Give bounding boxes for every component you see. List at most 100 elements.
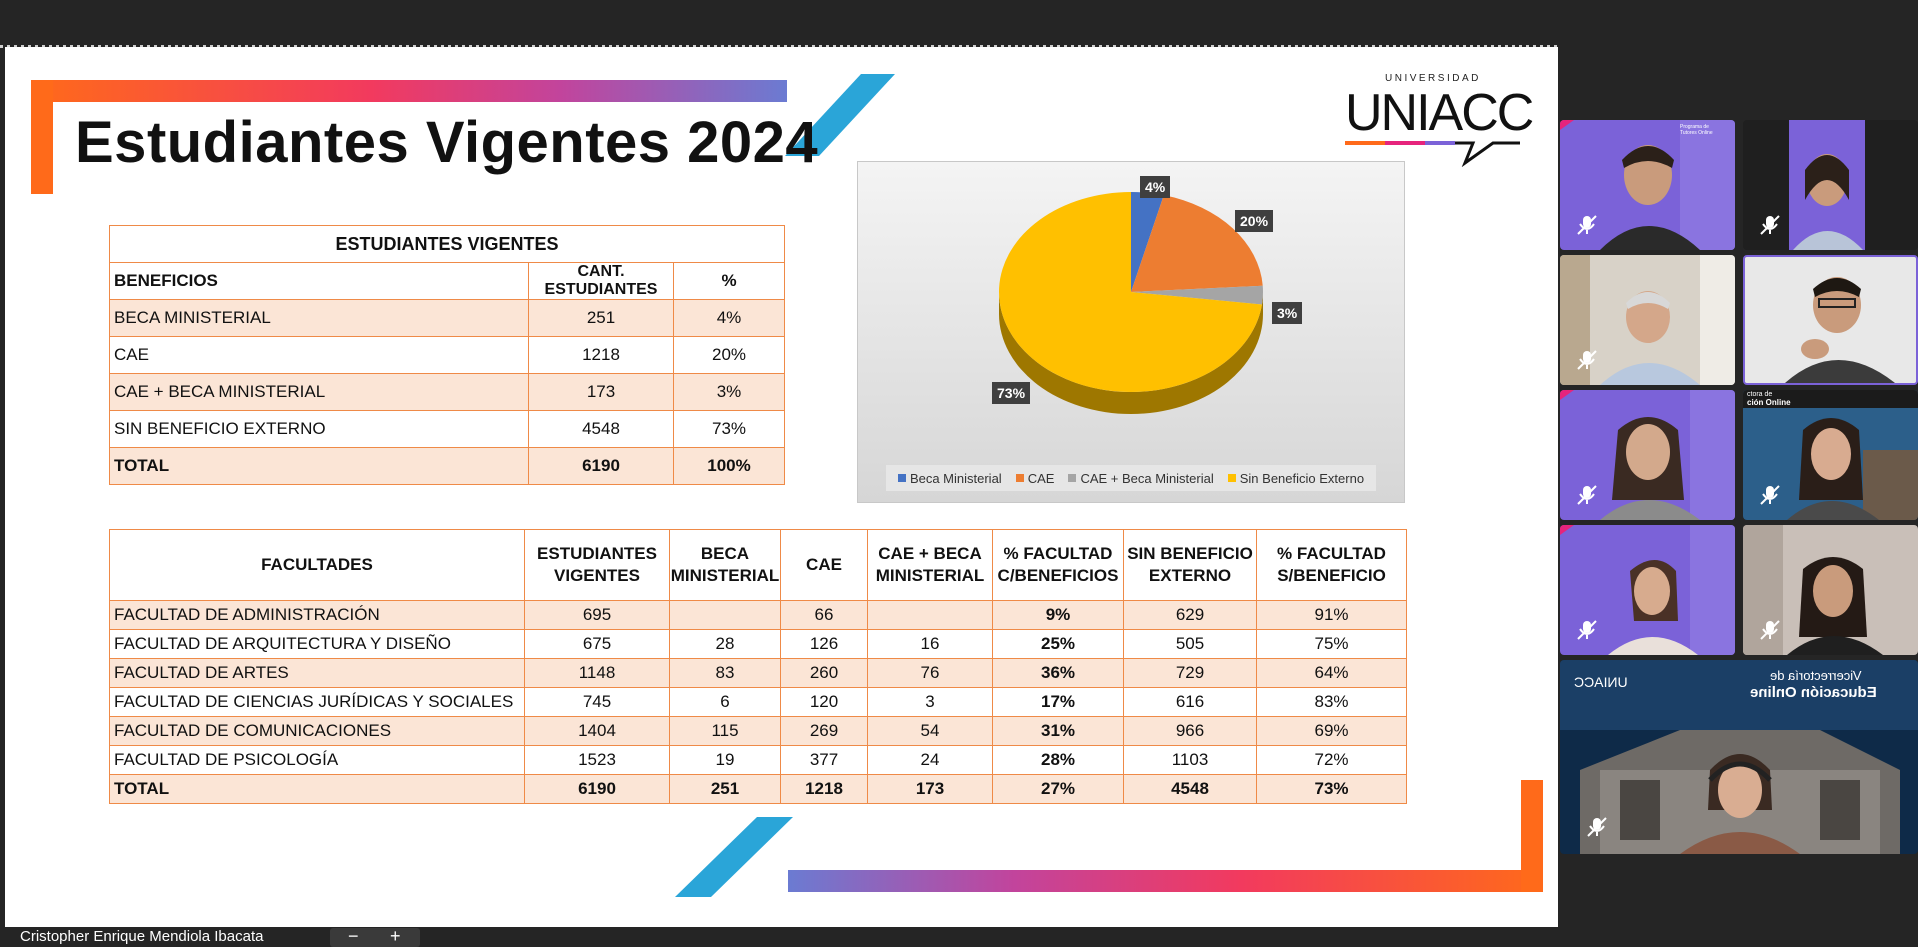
table-cell: CAE + BECA MINISTERIAL — [109, 373, 529, 411]
table-cell: 27% — [992, 774, 1124, 804]
table-cell: 83 — [669, 658, 781, 688]
table-cell: 115 — [669, 716, 781, 746]
mic-muted-icon — [1577, 485, 1597, 505]
mic-muted-icon — [1577, 350, 1597, 370]
participant-video-icon — [1560, 525, 1735, 655]
table-cell: 36% — [992, 658, 1124, 688]
banner-logo-text: UNIACC — [1574, 674, 1628, 690]
legend-label: CAE — [1027, 470, 1055, 486]
table-cell: 173 — [528, 373, 674, 411]
table-cell: 28% — [992, 745, 1124, 775]
table-cell: 100% — [673, 447, 785, 485]
participant-video-icon — [1560, 120, 1735, 250]
participant-video-icon — [1785, 277, 1895, 383]
pie-slice — [1131, 195, 1263, 292]
table-cell: 76 — [867, 658, 993, 688]
legend-swatch-icon — [897, 474, 906, 482]
summary-header-percent: % — [673, 262, 785, 300]
table-cell: 966 — [1123, 716, 1257, 746]
chart-legend: Beca Ministerial CAE CAE + Beca Minister… — [886, 465, 1376, 491]
participant-video-icon — [1743, 525, 1883, 655]
mic-muted-icon — [1760, 215, 1780, 235]
presenter-name-label: Cristopher Enrique Mendiola Ibacata — [20, 928, 264, 945]
table-cell: 20% — [673, 336, 785, 374]
top-diagonal-stripe — [785, 74, 895, 156]
table-cell: 1103 — [1123, 745, 1257, 775]
bottom-gradient-bar — [788, 870, 1543, 892]
data-label-cae-beca: 3% — [1272, 302, 1303, 324]
table-cell: 377 — [780, 745, 868, 775]
participant-tile[interactable] — [1560, 390, 1735, 520]
uniacc-logo: UNIVERSIDAD UNIACC — [1345, 69, 1534, 169]
table-cell: FACULTAD DE ADMINISTRACIÓN — [109, 600, 525, 630]
table-cell: 72% — [1256, 745, 1407, 775]
faculty-table: FACULTADES ESTUDIANTES VIGENTES BECA MIN… — [109, 529, 1407, 804]
table-cell: 6190 — [524, 774, 670, 804]
table-cell: 729 — [1123, 658, 1257, 688]
mic-muted-icon — [1577, 620, 1597, 640]
bottom-diagonal-stripe — [675, 817, 793, 897]
table-row: FACULTAD DE COMUNICACIONES 1404 115 269 54 31… — [109, 716, 1407, 746]
legend-label: Sin Beneficio Externo — [1239, 470, 1365, 486]
table-cell: FACULTAD DE ARTES — [109, 658, 525, 688]
table-cell: SIN BENEFICIO EXTERNO — [109, 410, 529, 448]
participant-tile[interactable]: Programa de Tutores Online — [1560, 120, 1735, 250]
participant-tile-active-speaker[interactable] — [1743, 255, 1918, 385]
table-cell: FACULTAD DE PSICOLOGÍA — [109, 745, 525, 775]
table-cell: 54 — [867, 716, 993, 746]
table-cell: 4548 — [1123, 774, 1257, 804]
table-cell: 1404 — [524, 716, 670, 746]
banner-line2-text: Educación Online — [1750, 684, 1877, 701]
faculty-header: CAE — [780, 529, 868, 601]
table-cell: 173 — [867, 774, 993, 804]
legend-item: Sin Beneficio Externo — [1227, 470, 1365, 486]
table-cell: 251 — [669, 774, 781, 804]
legend-swatch-icon — [1227, 474, 1236, 482]
zoom-in-button[interactable]: + — [390, 926, 401, 946]
table-row: BECA MINISTERIAL 251 4% — [109, 299, 785, 337]
table-cell: 1148 — [524, 658, 670, 688]
table-cell: 4% — [673, 299, 785, 337]
participant-video-icon — [1560, 660, 1918, 854]
participant-tile[interactable] — [1560, 255, 1735, 385]
participant-video-icon — [1560, 390, 1735, 520]
table-cell: 24 — [867, 745, 993, 775]
table-cell: 91% — [1256, 600, 1407, 630]
table-row: FACULTAD DE CIENCIAS JURÍDICAS Y SOCIALE… — [109, 687, 1407, 717]
table-cell: 260 — [780, 658, 868, 688]
legend-label: Beca Ministerial — [909, 470, 1002, 486]
table-cell: 3 — [867, 687, 993, 717]
table-cell: 505 — [1123, 629, 1257, 659]
faculty-header: % FACULTAD S/BENEFICIO — [1256, 529, 1407, 601]
participant-tile-wide[interactable]: UNIACC Vicerrectoría de Educación Online — [1560, 660, 1918, 854]
pie-slice-side — [999, 292, 1263, 414]
table-cell: 616 — [1123, 687, 1257, 717]
table-cell: 6 — [669, 687, 781, 717]
zoom-controls: − + — [330, 926, 420, 947]
table-cell: 69% — [1256, 716, 1407, 746]
top-gradient-bar — [31, 80, 787, 102]
table-cell: 83% — [1256, 687, 1407, 717]
table-cell: 695 — [524, 600, 670, 630]
table-cell: 4548 — [528, 410, 674, 448]
pie-chart: 4% 20% 3% 73% Beca Ministerial CAE CAE +… — [857, 161, 1405, 503]
participants-panel: Programa de Tutores Online — [1560, 120, 1918, 854]
legend-item: CAE — [1015, 470, 1055, 486]
zoom-out-button[interactable]: − — [348, 926, 359, 946]
table-cell: 66 — [780, 600, 868, 630]
participant-tile[interactable] — [1560, 525, 1735, 655]
participant-video-icon — [1560, 255, 1735, 385]
banner-line1-text: Vicerrectoría de — [1770, 668, 1862, 683]
participant-tile[interactable] — [1743, 525, 1918, 655]
table-cell: 19 — [669, 745, 781, 775]
pie-chart-canvas — [999, 192, 1263, 414]
table-cell: 1218 — [528, 336, 674, 374]
table-cell: 6190 — [528, 447, 674, 485]
pie-slice — [1131, 285, 1263, 305]
participant-tile[interactable] — [1743, 120, 1918, 250]
participant-tile[interactable]: ctora de ción Online — [1743, 390, 1918, 520]
top-left-vertical-bar — [31, 80, 53, 194]
table-cell: 3% — [673, 373, 785, 411]
table-cell: 120 — [780, 687, 868, 717]
pie-slice — [1131, 192, 1164, 292]
